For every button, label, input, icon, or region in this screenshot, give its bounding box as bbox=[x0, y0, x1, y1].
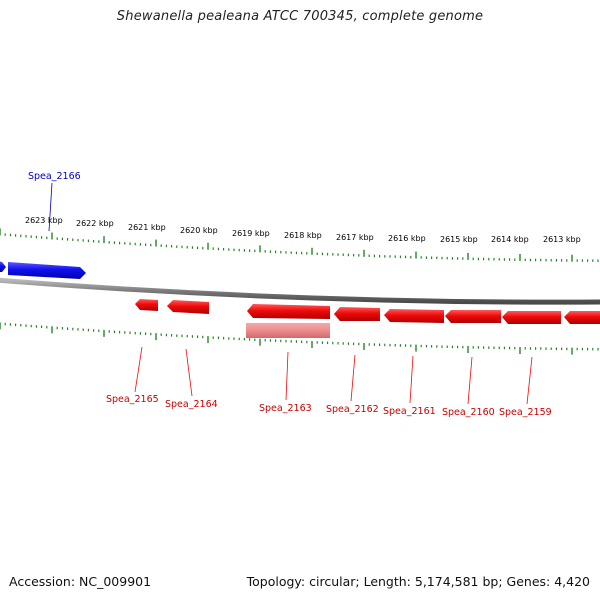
tick-label: 2623 kbp bbox=[25, 216, 63, 225]
tick-label: 2617 kbp bbox=[336, 233, 374, 242]
gene-label-spea-2165: Spea_2165 bbox=[106, 394, 159, 405]
gene-label-spea-2163: Spea_2163 bbox=[259, 403, 312, 414]
tick-label: 2618 kbp bbox=[284, 231, 322, 240]
gene-spea-2159[interactable] bbox=[502, 311, 561, 324]
gene-leader-spea-2164 bbox=[185, 348, 193, 397]
gene-leader-spea-2165 bbox=[134, 346, 143, 393]
gene-spea-2161[interactable] bbox=[384, 309, 444, 323]
forward-tick-track bbox=[0, 228, 599, 262]
gene-label-spea-2166: Spea_2166 bbox=[28, 171, 81, 182]
genome-backbone bbox=[0, 277, 600, 305]
tick-label: 2613 kbp bbox=[543, 235, 581, 244]
gene-leader-spea-2159 bbox=[526, 356, 533, 405]
gene-spea-2165[interactable] bbox=[135, 299, 158, 311]
gene-spea-2166[interactable] bbox=[8, 262, 86, 279]
genome-summary-text: Topology: circular; Length: 5,174,581 bp… bbox=[246, 574, 590, 589]
gene-label-spea-2164: Spea_2164 bbox=[165, 399, 218, 410]
tick-label: 2614 kbp bbox=[491, 235, 529, 244]
gene-leader-spea-2160 bbox=[467, 356, 473, 405]
gene-partial-forward[interactable] bbox=[0, 261, 6, 272]
gene-spea-2163[interactable] bbox=[247, 304, 330, 319]
gene-spea-2164[interactable] bbox=[167, 300, 209, 314]
forward-genes: Spea_2166 bbox=[0, 171, 86, 279]
tick-label: 2621 kbp bbox=[128, 223, 166, 232]
reverse-genes: Spea_2165 Spea_2164 Spea_2163 Spea_2162 … bbox=[106, 299, 600, 418]
tick-label: 2616 kbp bbox=[388, 234, 426, 243]
map-title: Shewanella pealeana ATCC 700345, complet… bbox=[116, 9, 484, 24]
gene-leader-spea-2161 bbox=[409, 355, 414, 404]
tick-label: 2622 kbp bbox=[76, 219, 114, 228]
gene-label-spea-2159: Spea_2159 bbox=[499, 407, 552, 418]
tick-label: 2620 kbp bbox=[180, 226, 218, 235]
gene-partial-reverse[interactable] bbox=[564, 311, 600, 324]
coordinate-labels: 2623 kbp 2622 kbp 2621 kbp 2620 kbp 2619… bbox=[25, 216, 581, 244]
tick-label: 2619 kbp bbox=[232, 229, 270, 238]
gene-label-spea-2162: Spea_2162 bbox=[326, 404, 379, 415]
gene-leader-spea-2166 bbox=[48, 182, 53, 232]
reverse-tick-track bbox=[0, 322, 599, 355]
gene-spea-2162[interactable] bbox=[334, 307, 380, 321]
gene-leader-spea-2163 bbox=[285, 351, 289, 401]
gene-spea-2163-faded[interactable] bbox=[246, 323, 330, 338]
gene-label-spea-2161: Spea_2161 bbox=[383, 406, 436, 417]
gene-leader-spea-2162 bbox=[350, 354, 356, 402]
gene-label-spea-2160: Spea_2160 bbox=[442, 407, 495, 418]
gene-spea-2160[interactable] bbox=[445, 310, 501, 323]
tick-label: 2615 kbp bbox=[440, 235, 478, 244]
accession-text: Accession: NC_009901 bbox=[9, 574, 152, 589]
